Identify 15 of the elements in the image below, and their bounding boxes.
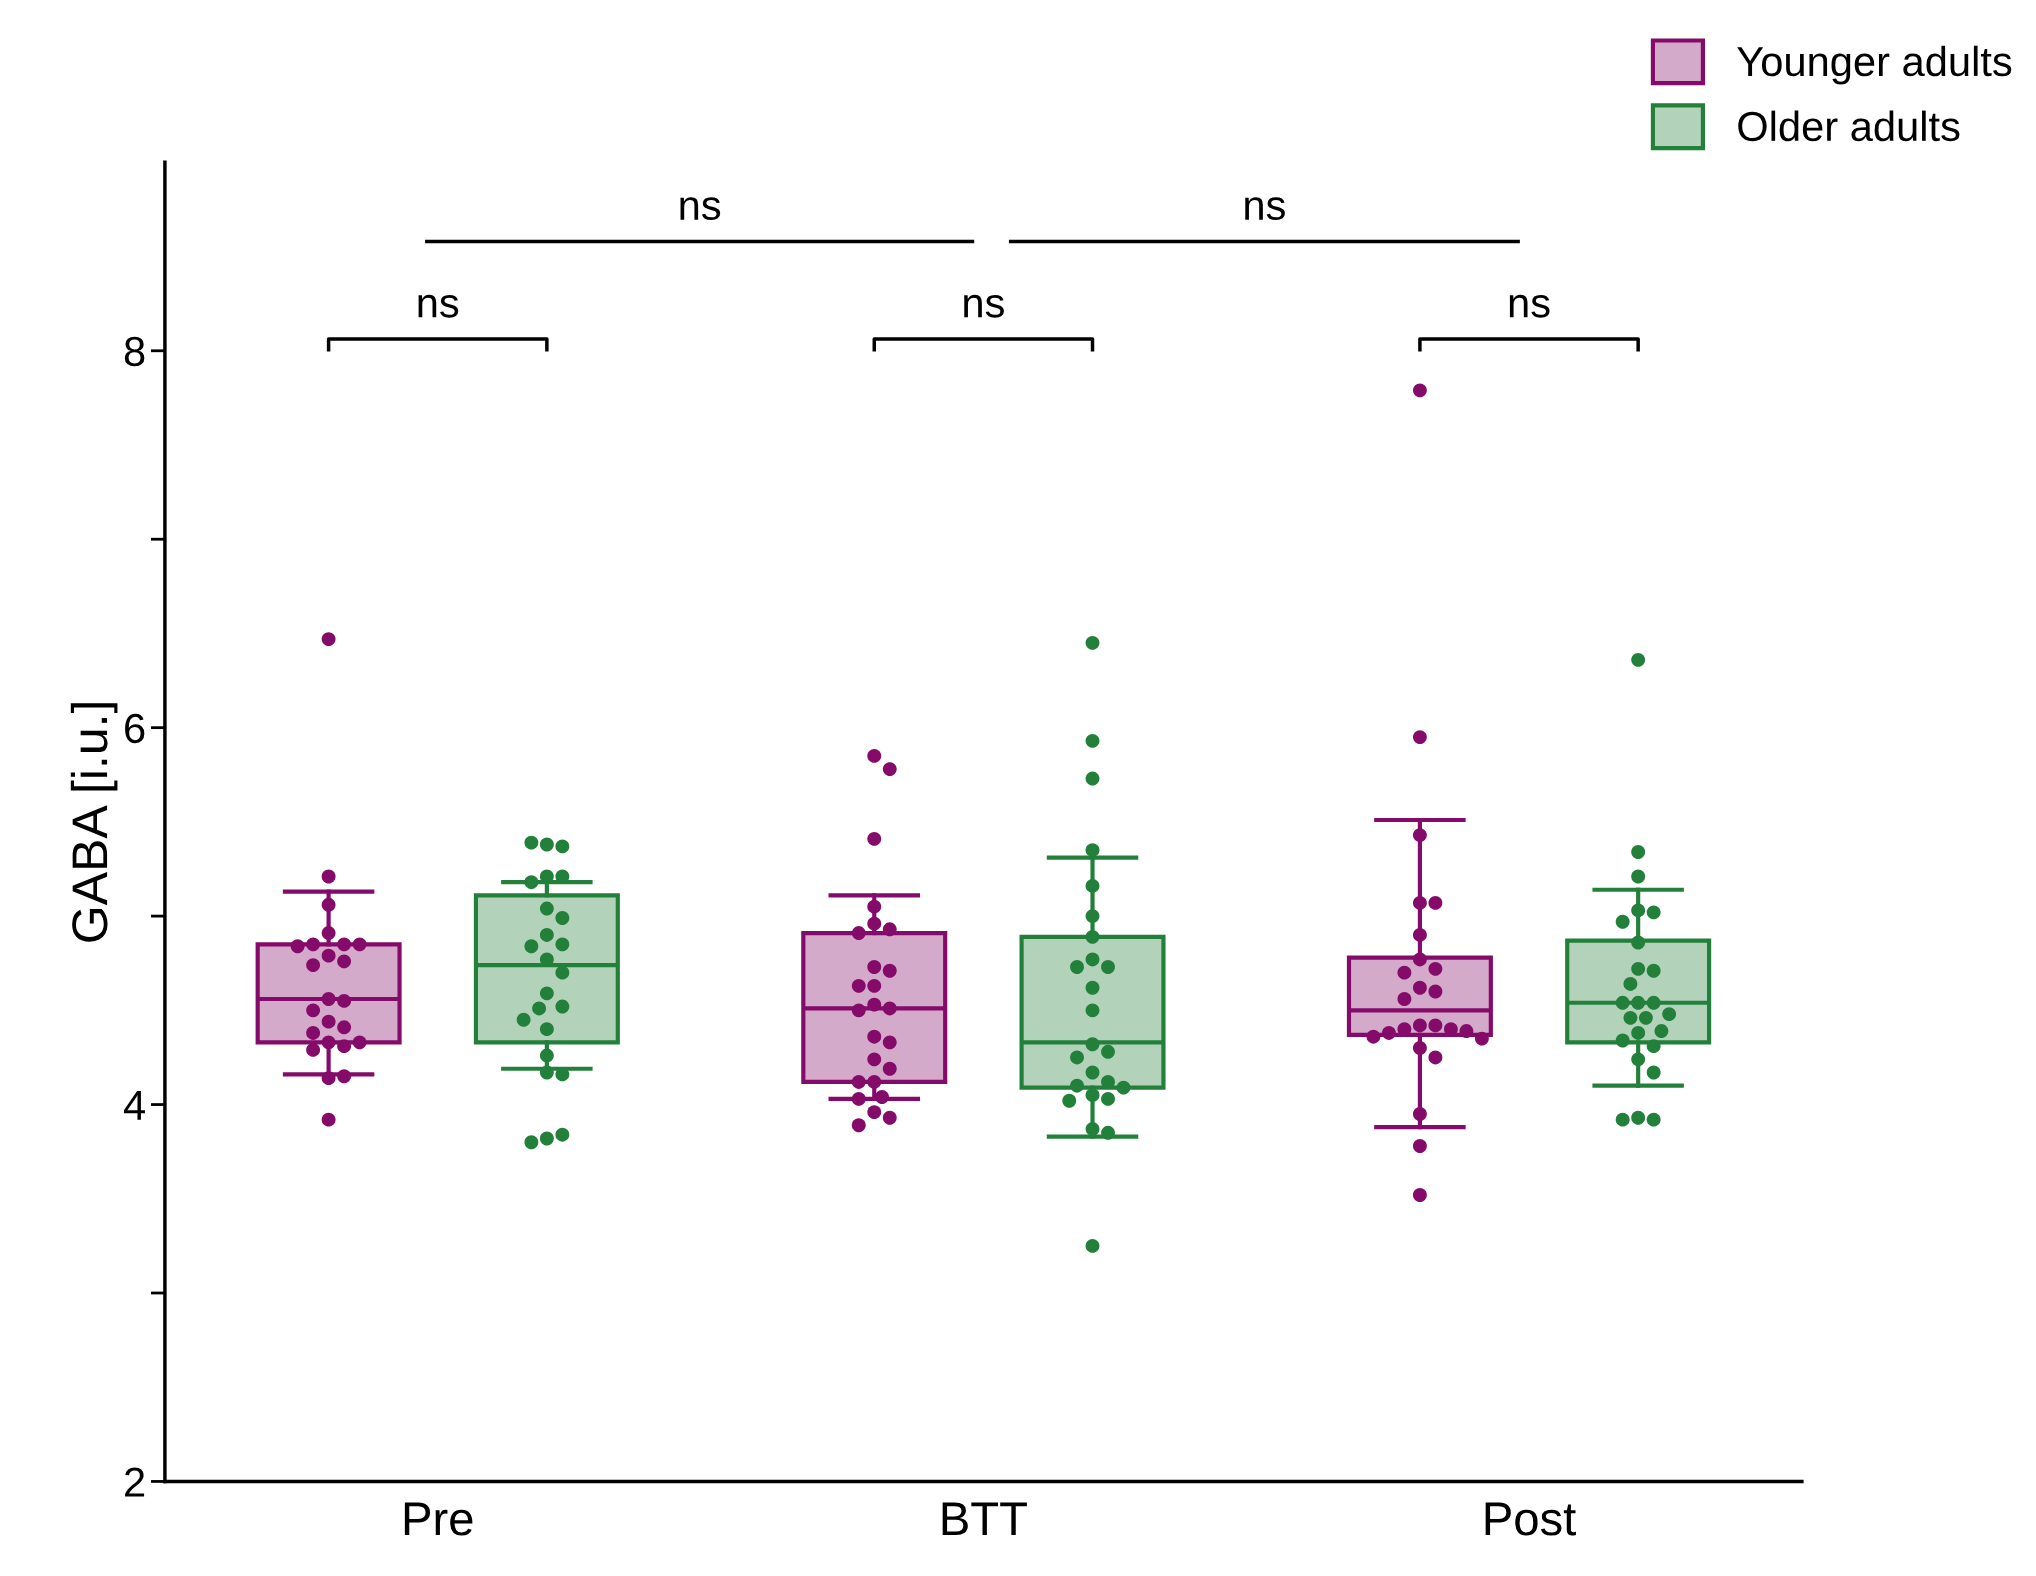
y-tick-label: 4 (123, 1090, 145, 1120)
y-tick-label: 8 (124, 336, 145, 367)
annotation: ns (418, 294, 459, 318)
y-tick-label: 2 (125, 1467, 145, 1497)
x-tick-label: Post (1485, 1502, 1576, 1536)
annotation: ns (680, 197, 721, 221)
legend-label: Younger adults (1737, 45, 2012, 85)
annotation: ns (1509, 294, 1550, 318)
y-tick-label: 6 (125, 713, 145, 744)
x-tick-label: Pre (404, 1502, 473, 1536)
annotation: ns (1245, 197, 1285, 221)
annotation: ns (964, 294, 1004, 318)
legend-label: Older adults (1738, 110, 1960, 142)
x-tick-label: BTT (942, 1502, 1027, 1536)
y-axis-title: GABA [i.u.] (70, 703, 118, 942)
